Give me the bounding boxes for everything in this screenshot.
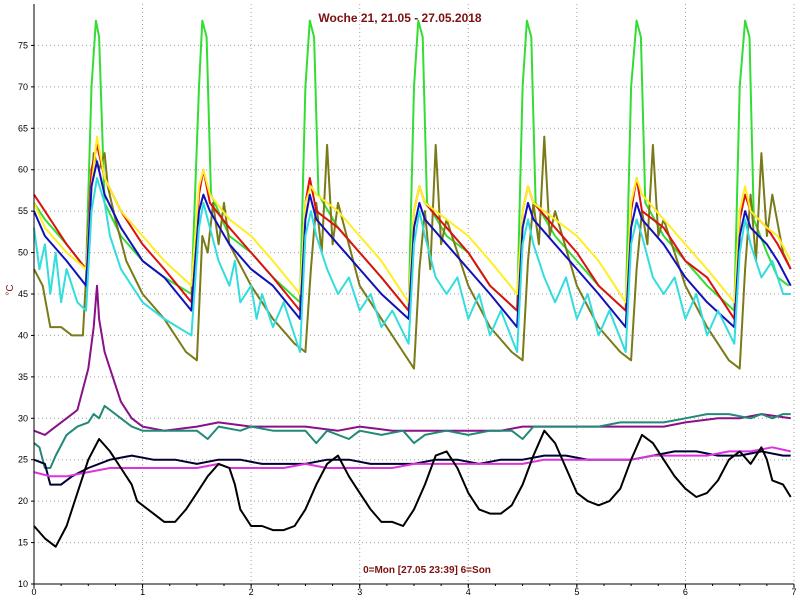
series-line-9: [33, 450, 791, 486]
series-line-4: [33, 135, 792, 304]
x-axis-ticks: 0 1 2 3 4 5 6 7: [31, 584, 797, 597]
y-axis-label: °C: [5, 284, 16, 295]
y-tick-label: 65: [18, 123, 28, 133]
chart-footer: 0=Mon [27.05 23:39] 6=Son: [363, 565, 491, 576]
series-line-7: [33, 284, 791, 436]
x-tick-label: 7: [791, 587, 796, 597]
series-line-10: [33, 446, 791, 478]
y-tick-label: 15: [18, 538, 28, 548]
x-tick-label: 1: [140, 587, 145, 597]
series-line-2: [33, 135, 792, 370]
series-group: [33, 19, 792, 548]
y-tick-label: 25: [18, 455, 28, 465]
x-tick-label: 5: [574, 587, 579, 597]
y-tick-label: 45: [18, 289, 28, 299]
x-tick-label: 2: [249, 587, 254, 597]
x-tick-label: 4: [466, 587, 471, 597]
y-tick-label: 40: [18, 330, 28, 340]
x-tick-label: 3: [357, 587, 362, 597]
series-line-8: [33, 404, 791, 469]
y-tick-label: 10: [18, 579, 28, 589]
y-tick-label: 70: [18, 82, 28, 92]
series-line-6: [33, 177, 791, 353]
y-tick-label: 50: [18, 248, 28, 258]
y-tick-label: 75: [18, 40, 28, 50]
y-tick-label: 35: [18, 372, 28, 382]
y-tick-label: 60: [18, 165, 28, 175]
chart-title: Woche 21, 21.05 - 27.05.2018: [318, 11, 482, 25]
x-tick-label: 6: [683, 587, 688, 597]
series-line-11: [33, 429, 792, 548]
series-line-5: [33, 160, 792, 329]
y-tick-label: 30: [18, 413, 28, 423]
y-tick-label: 20: [18, 496, 28, 506]
x-tick-label: 0: [31, 587, 36, 597]
y-tick-label: 55: [18, 206, 28, 216]
